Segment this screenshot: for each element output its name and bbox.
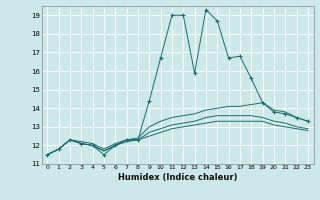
X-axis label: Humidex (Indice chaleur): Humidex (Indice chaleur) <box>118 173 237 182</box>
